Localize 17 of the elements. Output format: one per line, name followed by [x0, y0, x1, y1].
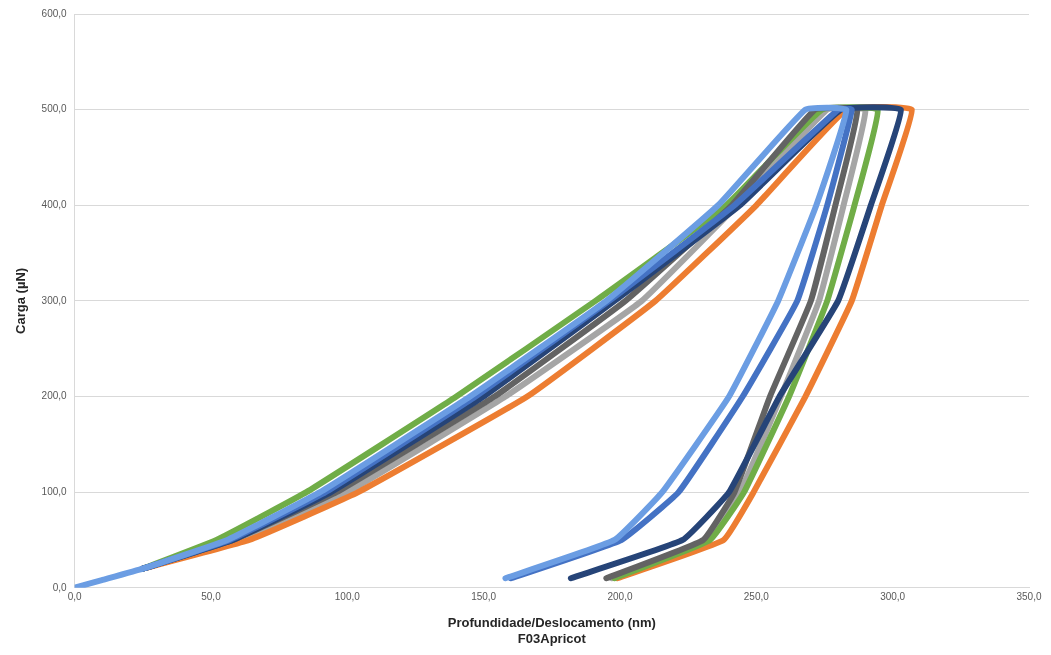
y-tick-label: 0,0	[52, 581, 68, 593]
y-tick-label: 200,0	[41, 390, 68, 402]
y-tick-label: 100,0	[41, 485, 68, 497]
x-tick-label: 50,0	[201, 590, 222, 602]
x-tick-label: 200,0	[607, 590, 633, 602]
y-tick-label: 500,0	[41, 103, 68, 115]
y-tick-label: 400,0	[41, 199, 68, 211]
y-tick-label: 600,0	[41, 7, 68, 19]
x-tick-label: 150,0	[471, 590, 497, 602]
x-tick-label: 100,0	[334, 590, 361, 602]
x-tick-label: 0,0	[67, 590, 83, 602]
y-axis-title: Carga (µN)	[13, 267, 29, 334]
x-tick-label: 250,0	[743, 590, 770, 602]
y-tick-label: 300,0	[41, 294, 68, 306]
x-tick-label: 350,0	[1016, 590, 1042, 602]
x-axis-title: Profundidade/Deslocamento (nm) F03Apricot	[447, 615, 656, 646]
x-tick-label: 300,0	[880, 590, 906, 602]
